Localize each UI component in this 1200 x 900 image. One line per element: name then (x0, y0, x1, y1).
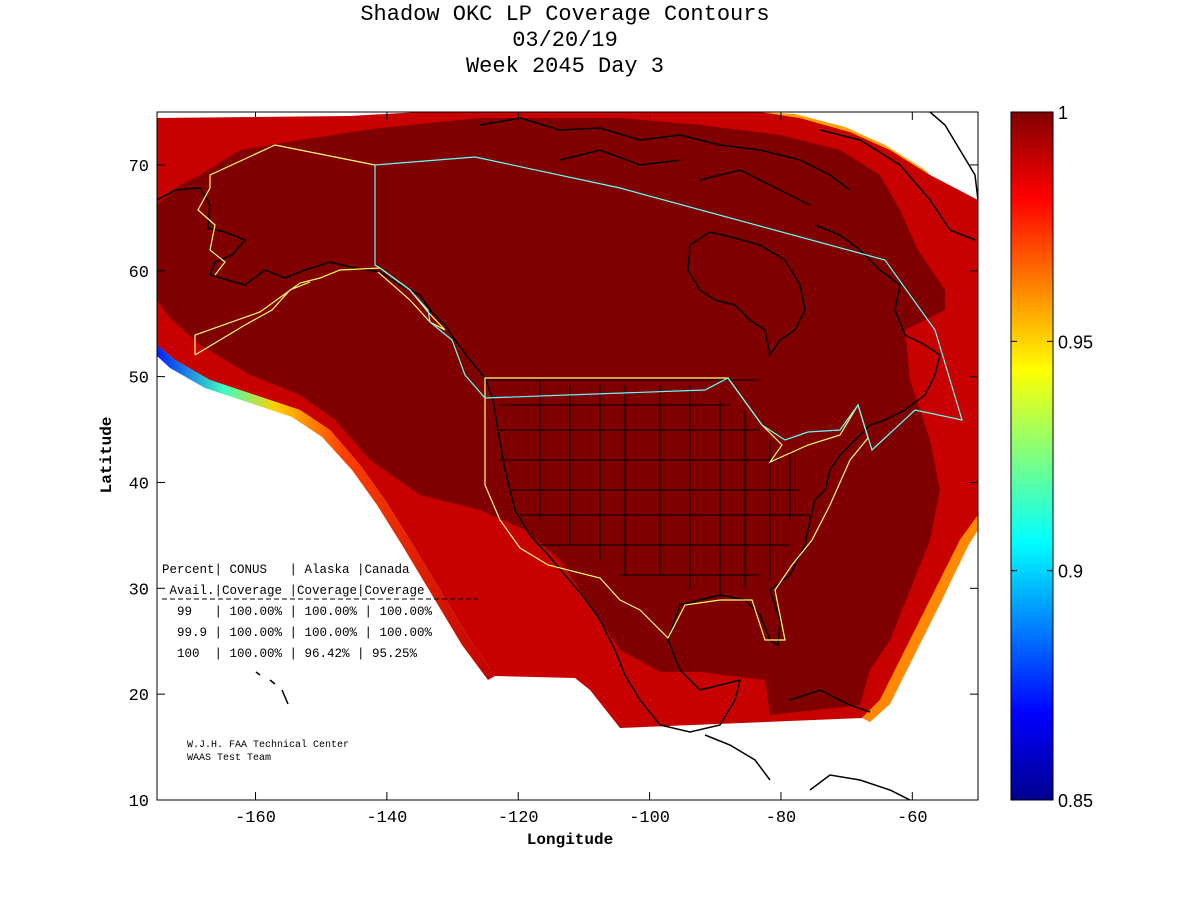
x-tick-label: -160 (235, 809, 276, 828)
coverage-table: Percent| CONUS | Alaska |Canada Avail.|C… (162, 563, 478, 661)
coastline-hudson-bay (687, 231, 806, 357)
x-tick-label: -80 (766, 809, 797, 828)
coverage-table-row: 99.9 | 100.00% | 100.00% | 100.00% (162, 626, 433, 640)
coastline-gulf-caribbean (704, 689, 911, 800)
coastline-hawaii (255, 671, 289, 705)
x-tick-label: -100 (629, 809, 670, 828)
coastline-greenland (929, 112, 978, 201)
chart-title-line-3: Week 2045 Day 3 (465, 54, 665, 79)
service-boundaries (194, 144, 963, 641)
y-axis-label: Latitude (98, 417, 116, 494)
colorbar-tick-label: 0.85 (1058, 791, 1093, 811)
y-tick-label: 50 (129, 370, 149, 389)
boundary-canada (374, 156, 963, 452)
coverage-table-header-1: Percent| CONUS | Alaska |Canada (162, 563, 410, 577)
y-tick-label: 20 (129, 687, 149, 706)
chart-title-line-2: 03/20/19 (512, 28, 618, 53)
y-tick-label: 60 (129, 264, 149, 283)
x-tick-label: -140 (366, 809, 407, 828)
x-axis: -160 -140 -120 -100 -80 -60 (235, 112, 928, 828)
coverage-table-row: 100 | 100.00% | 96.42% | 95.25% (162, 647, 418, 661)
state-borders (485, 379, 810, 600)
y-tick-label: 30 (129, 581, 149, 600)
y-tick-label: 70 (129, 158, 149, 177)
coverage-table-header-2: Avail.|Coverage |Coverage|Coverage (162, 584, 425, 598)
x-tick-label: -60 (897, 809, 928, 828)
y-tick-label: 10 (129, 793, 149, 812)
coverage-table-row: 99 | 100.00% | 100.00% | 100.00% (162, 605, 433, 619)
x-tick-label: -120 (498, 809, 539, 828)
coastline-arctic-islands (479, 117, 976, 241)
colorbar (1010, 111, 1054, 801)
y-tick-label: 40 (129, 475, 149, 494)
boundary-conus (484, 377, 869, 641)
x-axis-label: Longitude (527, 831, 613, 849)
coverage-edge-band-west (157, 345, 495, 680)
colorbar-tick-label: 0.9 (1058, 562, 1083, 582)
colorbar-ticks: 0.85 0.9 0.95 1 (1011, 103, 1093, 811)
coverage-fill-layer (157, 112, 978, 800)
coastline-north-america (157, 187, 941, 733)
credit-line-1: W.J.H. FAA Technical Center (187, 739, 349, 751)
chart-title-line-1: Shadow OKC LP Coverage Contours (360, 2, 770, 27)
y-axis: 10 20 30 40 50 60 70 (129, 158, 978, 812)
colorbar-tick-label: 0.95 (1058, 332, 1093, 352)
coverage-edge-band-east (862, 515, 978, 722)
coastline-layer (157, 112, 978, 800)
colorbar-tick-label: 1 (1058, 103, 1068, 123)
credit-line-2: WAAS Test Team (187, 753, 271, 764)
plot-frame (156, 111, 979, 801)
